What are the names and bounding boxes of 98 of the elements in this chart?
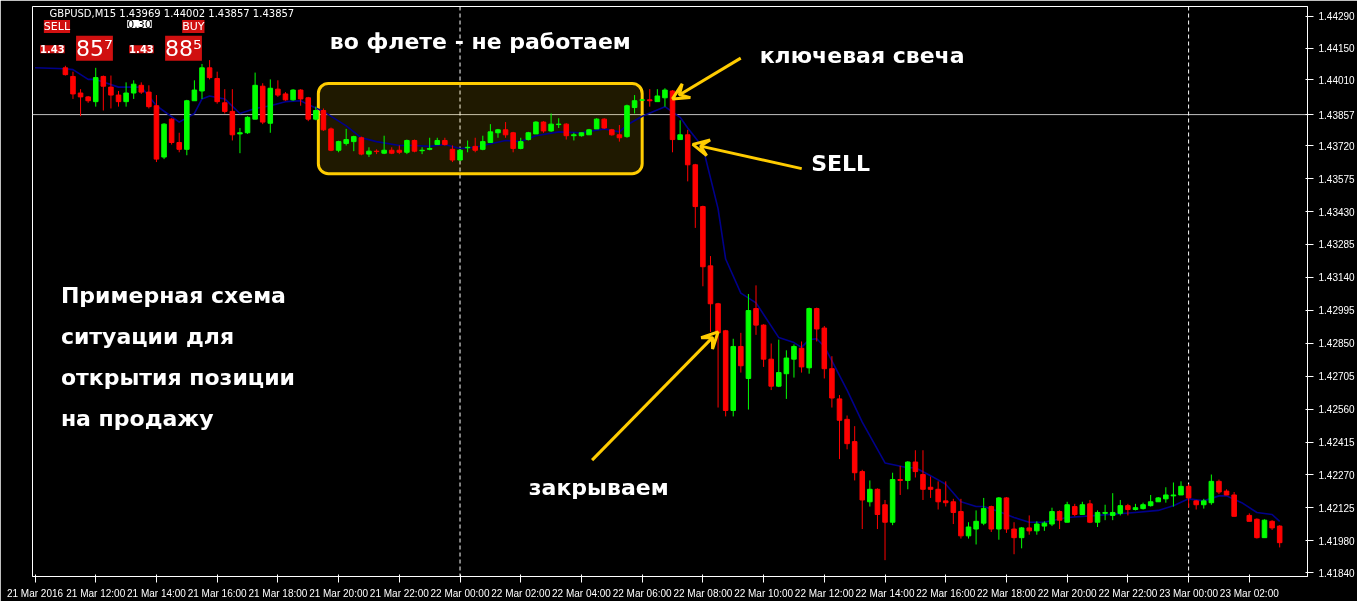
candlestick: [897, 465, 903, 496]
x-tick-label: 22 Mar 12:00: [794, 587, 855, 599]
candlestick: [206, 59, 213, 80]
y-tick-label: 1.43285: [1318, 239, 1356, 251]
candlestick: [905, 460, 911, 490]
candlestick: [1185, 483, 1192, 509]
x-tick-label: 22 Mar 22:00: [1098, 587, 1158, 599]
x-tick-label: 21 Mar 20:00: [309, 587, 369, 599]
annotation: 1.43 88⁵: [129, 35, 202, 61]
candlestick: [920, 449, 926, 501]
x-tick-label: 21 Mar 14:00: [127, 587, 187, 599]
x-tick-label: 22 Mar 14:00: [855, 587, 915, 599]
candlestick: [70, 71, 76, 100]
annotation: GBPUSD,M15 1.43969 1.44002 1.43857 1.43857: [49, 8, 295, 20]
y-tick-label: 1.44010: [1318, 74, 1356, 86]
annotation: закрываем: [528, 474, 669, 500]
y-tick-label: 1.41980: [1318, 535, 1356, 547]
candlestick: [548, 112, 554, 133]
candlestick: [571, 132, 577, 141]
y-tick-label: 1.42850: [1318, 338, 1356, 350]
candlestick: [1102, 504, 1108, 521]
candlestick: [988, 505, 995, 533]
candlestick: [100, 75, 107, 112]
x-tick-label: 21 Mar 22:00: [369, 587, 430, 599]
candlestick: [662, 87, 668, 108]
y-tick-label: 1.41840: [1318, 567, 1356, 579]
candlestick: [1231, 491, 1237, 517]
y-tick-label: 1.43720: [1318, 140, 1356, 152]
x-tick-label: 22 Mar 20:00: [1037, 587, 1098, 599]
y-tick-label: 1.42705: [1318, 371, 1356, 383]
x-tick-label: 22 Mar 04:00: [552, 587, 612, 599]
candlestick: [320, 107, 327, 132]
candlestick: [631, 94, 638, 114]
annotation: Примерная схема ситуации для открытия позиции на продажу: [60, 283, 295, 431]
candlestick: [366, 146, 372, 158]
annotation: ключевая свеча: [759, 42, 965, 68]
candlestick: [753, 284, 759, 336]
annotation: SELL: [811, 151, 871, 177]
x-tick-label: 23 Mar 00:00: [1159, 587, 1219, 599]
candlestick: [836, 394, 843, 460]
x-tick-label: 21 Mar 12:00: [66, 587, 126, 599]
candlestick: [1011, 521, 1017, 555]
candlestick: [1276, 524, 1283, 548]
x-tick-label: 21 Mar 18:00: [248, 587, 308, 599]
candlestick: [495, 128, 501, 139]
y-tick-label: 1.42560: [1318, 404, 1356, 416]
x-tick-label: 22 Mar 10:00: [734, 587, 794, 599]
candlestick: [108, 75, 114, 109]
annotation: SELL: [43, 20, 71, 34]
y-tick-label: 1.42270: [1318, 469, 1356, 481]
candlestick: [77, 88, 84, 117]
y-tick-label: 1.44150: [1318, 43, 1356, 55]
annotation: BUY: [182, 20, 205, 34]
candlestick: [1125, 503, 1131, 516]
candlestick: [867, 479, 873, 508]
x-tick-label: 22 Mar 00:00: [430, 587, 490, 599]
annotation: 1.43 85⁷: [40, 35, 113, 61]
x-tick-label: 22 Mar 18:00: [977, 587, 1037, 599]
candlestick: [677, 119, 683, 141]
x-tick-label: 23 Mar 02:00: [1219, 587, 1280, 599]
candlestick: [130, 79, 137, 100]
ref-line-label: 1.43857: [1318, 109, 1356, 121]
y-tick-label: 1.44290: [1318, 11, 1356, 23]
candlestick: [237, 127, 243, 154]
annotation: 0.30: [127, 18, 152, 32]
x-tick-label: 22 Mar 16:00: [916, 587, 976, 599]
candlestick: [1254, 517, 1260, 540]
x-tick-label: 21 Mar 2016: [6, 587, 64, 599]
candlestick: [1064, 501, 1070, 523]
candlestick: [214, 71, 220, 105]
candlestick: [1049, 507, 1055, 527]
candlestick: [882, 499, 888, 561]
y-tick-label: 1.42415: [1318, 437, 1356, 449]
candlestick: [199, 63, 205, 100]
candlestick: [646, 88, 653, 108]
candlestick: [973, 509, 979, 545]
candlestick: [935, 480, 941, 511]
x-tick-label: 22 Mar 06:00: [612, 587, 673, 599]
candlestick: [738, 332, 744, 374]
candlestick: [1026, 514, 1032, 536]
x-tick-label: 22 Mar 02:00: [491, 587, 551, 599]
y-tick-label: 1.43140: [1318, 272, 1356, 284]
candlestick: [275, 79, 281, 98]
candlestick: [1056, 509, 1063, 530]
candlestick: [927, 476, 934, 499]
candlestick: [146, 84, 152, 109]
y-tick-label: 1.42125: [1318, 502, 1356, 514]
candlestick: [798, 340, 805, 374]
candlestick: [980, 497, 987, 526]
y-tick-label: 1.43430: [1318, 206, 1356, 218]
candlestick: [791, 343, 797, 379]
y-tick-label: 1.42995: [1318, 305, 1356, 317]
candlestick: [123, 81, 129, 108]
candlestick: [912, 449, 919, 478]
y-tick-label: 1.43575: [1318, 173, 1356, 185]
x-tick-label: 22 Mar 08:00: [673, 587, 733, 599]
x-tick-label: 21 Mar 16:00: [187, 587, 248, 599]
band-label: во флете - не работаем: [329, 29, 631, 55]
